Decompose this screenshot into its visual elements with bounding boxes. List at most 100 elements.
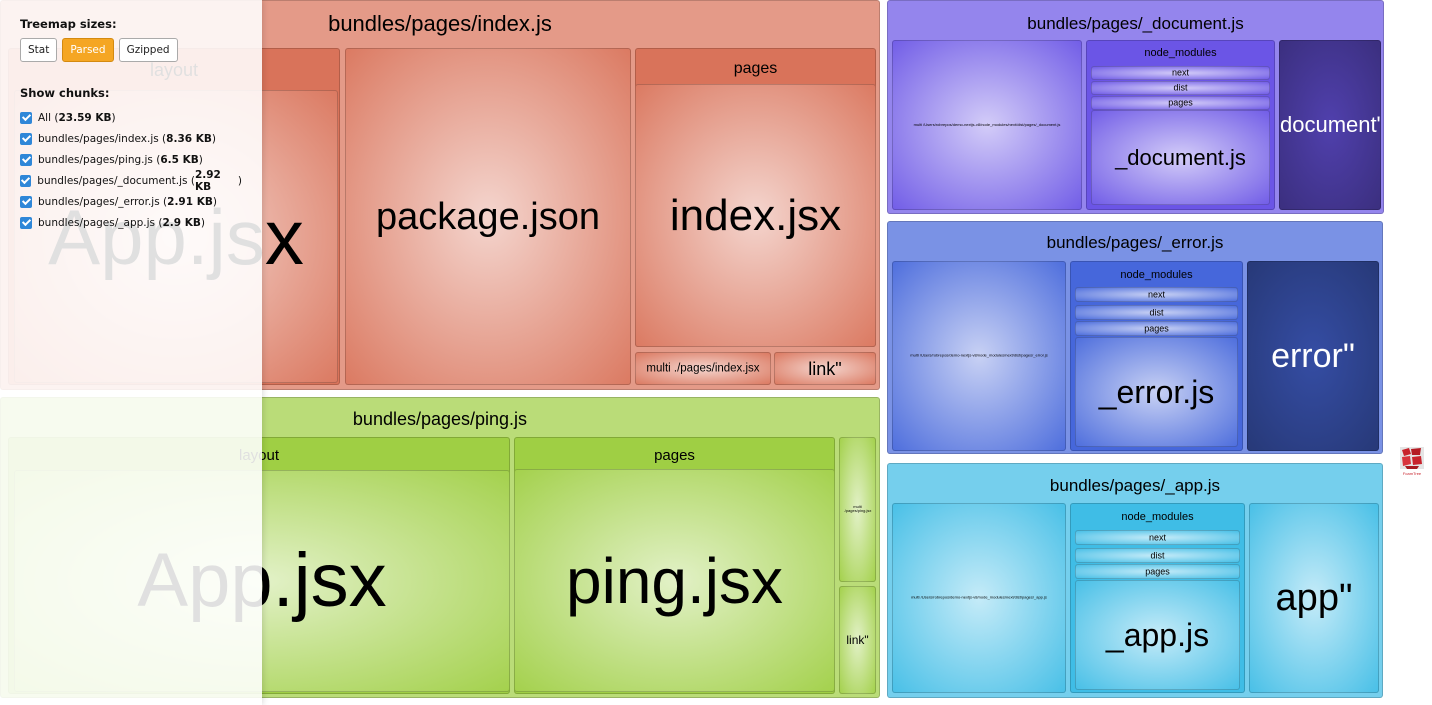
chunk-name: bundles/pages/_document.js — [37, 174, 188, 187]
parsed-button[interactable]: Parsed — [62, 38, 114, 62]
chunk-item[interactable]: bundles/pages/index.js (8.36 KB) — [20, 128, 242, 149]
chunk-item[interactable]: All (23.59 KB) — [20, 107, 242, 128]
treemap-label: multi /Users/robrepos/demo-nextjs-v8/nod… — [913, 122, 1061, 127]
treemap-cell-multi-users-robrepos-demo-nextjs-v8-node-modules-next-dist-pages-error-js[interactable]: multi /Users/robrepos/demo-nextjs-v8/nod… — [892, 261, 1066, 451]
treemap-cell-error-js[interactable]: _error.js — [1075, 337, 1238, 447]
svg-text:FoamTree: FoamTree — [1403, 471, 1422, 476]
treemap-label: document" — [1280, 112, 1381, 137]
chunk-size-open: ( — [155, 216, 163, 229]
treemap-cell-dist[interactable]: dist — [1091, 81, 1270, 95]
treemap-label: bundles/pages/ping.js — [352, 409, 528, 429]
gzipped-button[interactable]: Gzipped — [118, 38, 178, 62]
chunk-name: bundles/pages/_error.js — [38, 195, 160, 208]
treemap-label: ping.jsx — [566, 544, 783, 617]
treemap-cell-multi-users-robrepos-demo-nextjs-v8-node-modules-next-dist-pages-document-js[interactable]: multi /Users/robrepos/demo-nextjs-v8/nod… — [892, 40, 1082, 210]
treemap-label: node_modules — [1120, 269, 1193, 281]
treemap-label: pages — [1144, 323, 1169, 333]
treemap-label: _app.js — [1105, 617, 1210, 653]
stat-button[interactable]: Stat — [20, 38, 58, 62]
treemap-label: multi ./pages/ping.jsx — [843, 503, 872, 514]
chunk-size-close: ) — [198, 153, 203, 166]
chunk-size: 2.9 KB — [162, 216, 201, 229]
treemap-label: bundles/pages/index.js — [328, 11, 552, 36]
chunk-name: bundles/pages/ping.js — [38, 153, 153, 166]
treemap-cell-package-json[interactable]: package.json — [345, 48, 631, 385]
treemap-label: bundles/pages/_error.js — [1046, 233, 1224, 252]
treemap-label: _error.js — [1098, 374, 1215, 410]
treemap-cell-pages[interactable]: pages — [1075, 321, 1238, 336]
checkbox-icon[interactable] — [20, 195, 32, 208]
treemap-label: bundles/pages/_document.js — [1027, 14, 1244, 33]
chunk-size-close: ) — [237, 174, 242, 187]
chunk-size-close: ) — [211, 132, 216, 145]
treemap-cell-multi-pages-ping-jsx[interactable]: multi ./pages/ping.jsx — [839, 437, 876, 582]
treemap-label: next — [1171, 67, 1189, 78]
treemap-label: index.jsx — [669, 190, 842, 240]
treemap-cell-dist[interactable]: dist — [1075, 548, 1240, 563]
treemap-cell-link[interactable]: link" — [839, 586, 876, 694]
chunk-item[interactable]: bundles/pages/_app.js (2.9 KB) — [20, 212, 242, 233]
treemap-label: multi /Users/robrepos/demo-nextjs-v8/nod… — [911, 594, 1047, 600]
treemap-label: link" — [846, 633, 869, 647]
treemap-cell-index-jsx[interactable]: index.jsx — [635, 84, 876, 347]
show-chunks-title: Show chunks: — [20, 86, 110, 100]
chunk-size-open: ( — [51, 111, 59, 124]
treemap-cell-error[interactable]: error" — [1247, 261, 1379, 451]
checkbox-icon[interactable] — [20, 132, 32, 145]
treemap-cell-ping-jsx[interactable]: ping.jsx — [514, 469, 835, 692]
treemap-sizes-title: Treemap sizes: — [20, 17, 117, 31]
chunk-size: 8.36 KB — [166, 132, 212, 145]
chunk-list: All (23.59 KB) bundles/pages/index.js (8.… — [20, 107, 242, 233]
chunk-size: 6.5 KB — [160, 153, 199, 166]
treemap-cell-multi-pages-index-jsx[interactable]: multi ./pages/index.jsx — [635, 352, 771, 385]
chunk-size-open: ( — [159, 195, 168, 208]
chunk-name: bundles/pages/_app.js — [38, 216, 155, 229]
treemap-cell-document-js[interactable]: _document.js — [1091, 110, 1270, 205]
chunk-item[interactable]: bundles/pages/_error.js (2.91 KB) — [20, 191, 242, 212]
chunk-size-open: ( — [152, 153, 161, 166]
treemap-cell-pages[interactable]: pages — [1091, 96, 1270, 110]
treemap-label: pages — [1145, 566, 1170, 576]
chunk-size: 2.92 KB — [194, 168, 221, 193]
treemap-label: error" — [1271, 337, 1355, 375]
treemap-label: dist — [1173, 82, 1188, 93]
treemap-cell-app[interactable]: app" — [1249, 503, 1379, 693]
chunk-item[interactable]: bundles/pages/_document.js (2.92 KB) — [20, 168, 242, 193]
treemap-label: app" — [1275, 577, 1353, 619]
treemap-cell-next[interactable]: next — [1091, 66, 1270, 80]
treemap-label: node_modules — [1144, 47, 1217, 59]
treemap-label: link" — [808, 358, 842, 379]
chunk-size: 2.91 KB — [167, 195, 213, 208]
chunk-size-open: ( — [187, 174, 195, 187]
treemap-label: package.json — [376, 195, 600, 238]
treemap-cell-link[interactable]: link" — [774, 352, 876, 385]
size-switcher: Stat Parsed Gzipped — [20, 38, 242, 62]
checkbox-icon[interactable] — [20, 153, 32, 166]
chunk-size-close: ) — [111, 111, 116, 124]
checkbox-icon[interactable] — [20, 216, 32, 229]
treemap-label: pages — [654, 447, 695, 464]
treemap-cell-document[interactable]: document" — [1279, 40, 1381, 210]
checkbox-icon[interactable] — [20, 111, 32, 124]
treemap-label: multi ./pages/index.jsx — [646, 361, 760, 374]
treemap-label: multi /Users/robrepos/demo-nextjs-v8/nod… — [910, 352, 1048, 358]
treemap-cell-multi-users-robrepos-demo-nextjs-v8-node-modules-next-dist-pages-app-js[interactable]: multi /Users/robrepos/demo-nextjs-v8/nod… — [892, 503, 1066, 693]
chunk-size-open: ( — [158, 132, 167, 145]
chunk-item[interactable]: bundles/pages/ping.js (6.5 KB) — [20, 149, 242, 170]
treemap-cell-next[interactable]: next — [1075, 530, 1240, 545]
treemap-label: dist — [1150, 550, 1165, 560]
chunk-name: All — [38, 111, 52, 124]
treemap-cell-dist[interactable]: dist — [1075, 305, 1238, 320]
treemap-label: next — [1147, 289, 1165, 299]
foamtree-logo: FoamTree — [1400, 447, 1424, 476]
chunk-size-close: ) — [200, 216, 205, 229]
treemap-label: node_modules — [1121, 511, 1194, 523]
treemap-label: next — [1148, 532, 1166, 542]
checkbox-icon[interactable] — [20, 174, 32, 187]
treemap-cell-next[interactable]: next — [1075, 287, 1238, 302]
treemap-cell-pages[interactable]: pages — [1075, 564, 1240, 579]
treemap-cell-app-js[interactable]: _app.js — [1075, 580, 1240, 690]
treemap-label: pages — [733, 60, 778, 77]
treemap-label: pages — [1168, 97, 1193, 108]
